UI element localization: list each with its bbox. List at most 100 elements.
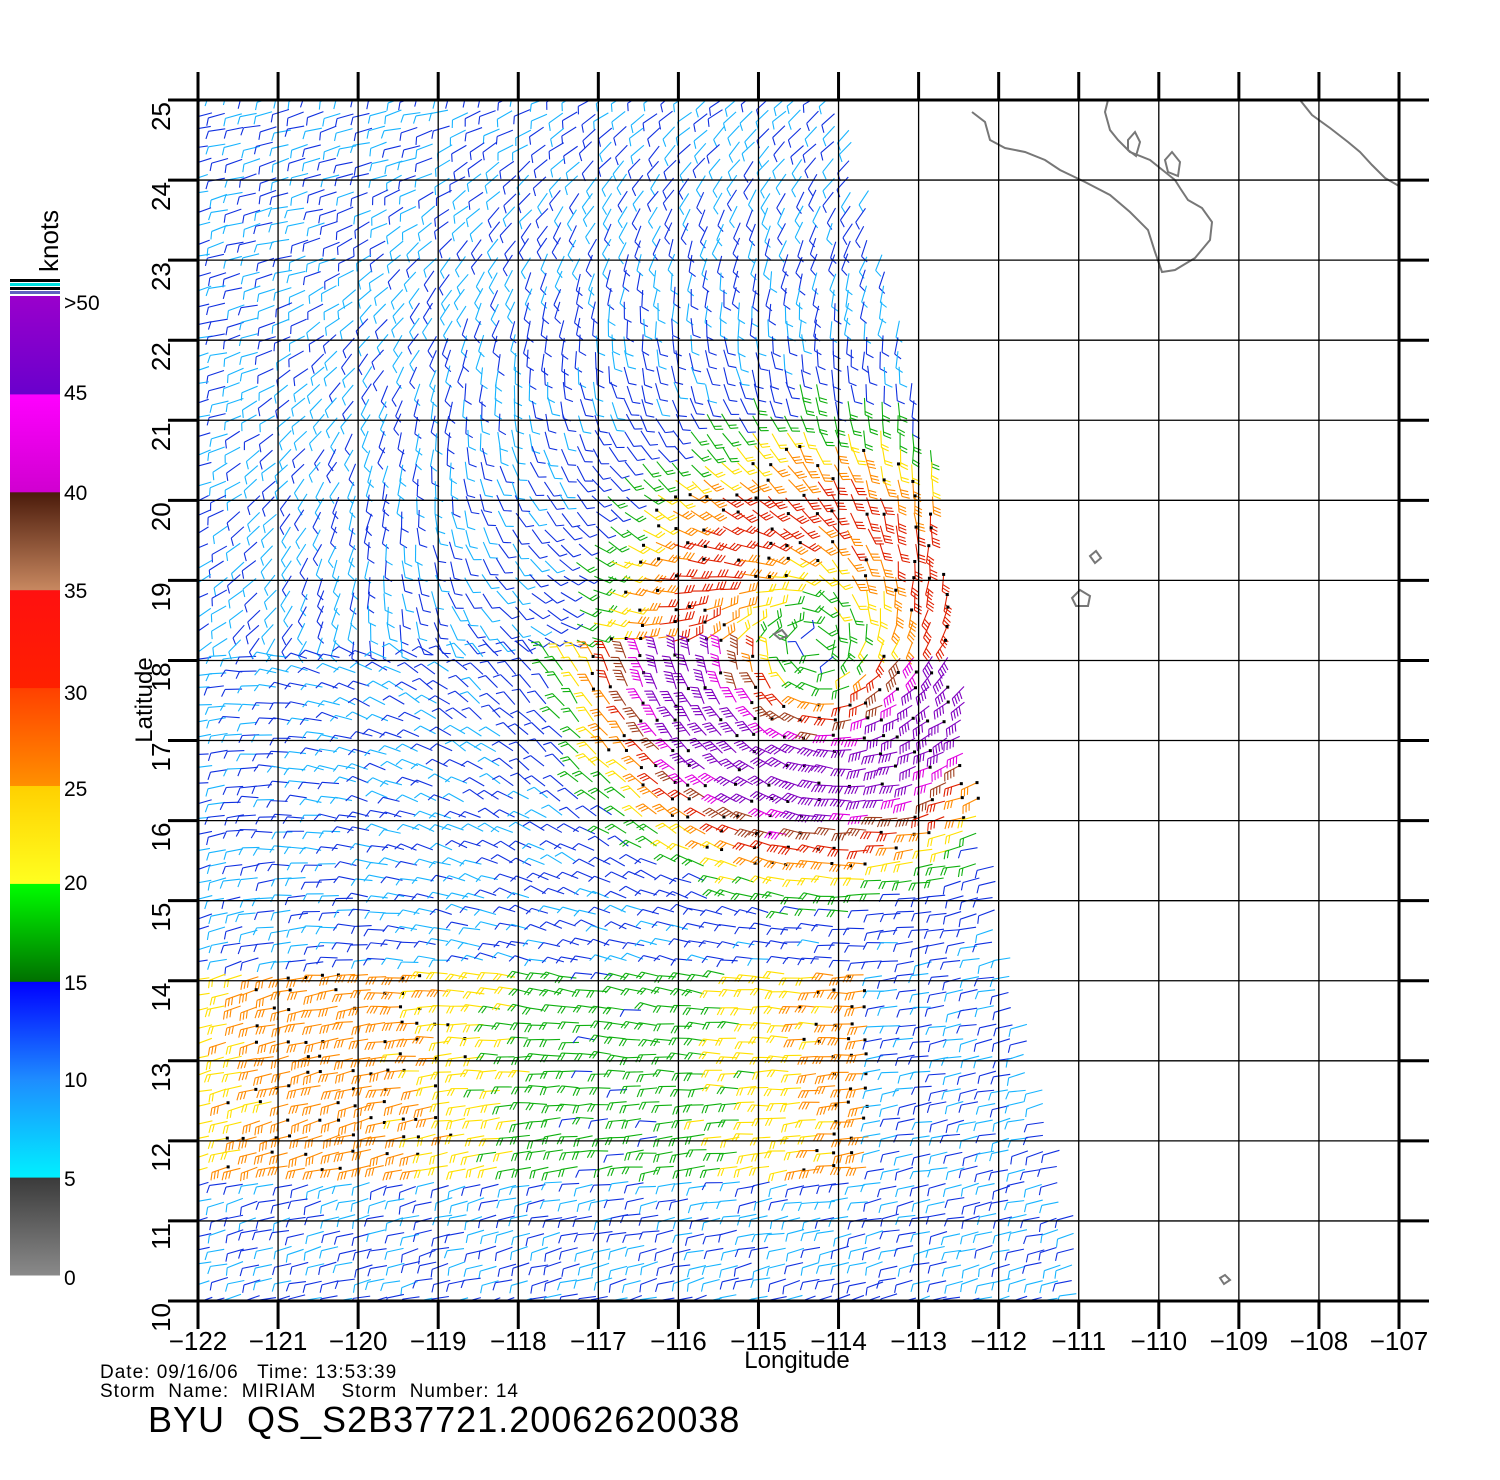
wind-barb: [751, 369, 764, 390]
wind-barb: [794, 1004, 817, 1014]
wind-barb: [850, 384, 863, 405]
wind-barb: [626, 496, 647, 510]
wind-barb: [470, 239, 482, 261]
wind-barb: [895, 1200, 914, 1215]
wind-barb: [655, 822, 677, 834]
wind-barb: [499, 465, 515, 484]
wind-barb: [816, 384, 828, 404]
wind-barb: [207, 1263, 228, 1275]
wind-barb: [653, 759, 675, 771]
wind-barb: [317, 700, 340, 708]
wind-barb: [339, 320, 354, 340]
wind-barb: [766, 927, 789, 936]
wind-barb: [735, 368, 750, 386]
wind-barb: [678, 178, 689, 200]
lat-tick-label: 13: [146, 1063, 176, 1092]
wind-barb: [1040, 1229, 1059, 1244]
wind-barb: [673, 381, 689, 400]
wind-barb: [490, 303, 499, 327]
wind-barb: [226, 511, 241, 531]
wind-barb: [764, 238, 772, 261]
wind-barb: [157, 1120, 176, 1131]
wind-barb: [522, 821, 545, 831]
wind-barb: [158, 1264, 177, 1275]
wind-barb: [527, 480, 545, 497]
wind-barb: [160, 545, 179, 556]
wind-barb: [465, 208, 481, 228]
wind-barb: [198, 432, 211, 438]
wind-barb: [699, 857, 722, 865]
wind-barb: [268, 1230, 290, 1241]
wind-barb: [350, 142, 370, 154]
wind-barb: [401, 593, 415, 613]
wind-barb: [624, 431, 642, 447]
wind-barb: [717, 1072, 738, 1082]
wind-barb: [323, 303, 340, 321]
wind-barb: [478, 110, 496, 125]
wind-barb: [950, 701, 965, 721]
wind-barb: [690, 318, 701, 339]
wind-barb: [305, 1263, 325, 1276]
wind-barb: [306, 189, 325, 204]
wind-barb: [683, 1021, 707, 1030]
wind-barb: [273, 336, 291, 352]
wind-barb: [508, 988, 531, 996]
wind-barb: [540, 286, 548, 309]
wind-barb: [204, 1005, 225, 1018]
wind-barb: [309, 398, 323, 419]
wind-barb: [577, 591, 600, 602]
wind-barb: [318, 830, 341, 839]
wind-barb: [206, 832, 225, 846]
wind-barb: [479, 625, 498, 641]
wind-barb: [283, 605, 293, 628]
wind-barb: [224, 176, 245, 188]
wind-barb: [452, 190, 466, 210]
wind-barb: [162, 801, 179, 815]
wind-barb: [157, 703, 176, 713]
wind-barb: [281, 526, 291, 549]
wind-barb: [673, 691, 692, 707]
wind-barb: [787, 336, 798, 357]
wind-barb: [689, 1217, 709, 1230]
wind-barb: [369, 159, 389, 172]
wind-barb: [578, 141, 593, 162]
wind-barb: [812, 703, 834, 712]
wind-barb: [788, 109, 801, 130]
wind-barb: [218, 715, 240, 724]
wind-barb: [662, 189, 675, 211]
wind-barb: [766, 844, 790, 853]
wind-barb: [492, 335, 500, 358]
lon-tick-label: −116: [650, 1326, 707, 1356]
wind-barb: [321, 81, 339, 93]
wind-barb: [745, 209, 753, 232]
wind-barb: [726, 174, 738, 197]
wind-barb: [796, 779, 821, 789]
wind-barb: [286, 1040, 308, 1054]
wind-barb: [222, 1005, 241, 1020]
wind-barb: [895, 1118, 915, 1131]
wind-barb: [815, 448, 833, 465]
wind-barb: [242, 285, 261, 300]
wind-barb: [862, 990, 884, 999]
wind-barb: [205, 333, 225, 345]
wind-barb: [795, 1149, 819, 1159]
wind-barb: [380, 1280, 401, 1292]
lon-tick-label: −109: [1210, 1326, 1269, 1356]
wind-barb: [1011, 1295, 1028, 1301]
colorbar-band: [10, 589, 60, 689]
wind-barb: [611, 334, 621, 356]
wind-barb: [464, 110, 481, 127]
wind-barb: [572, 1215, 593, 1228]
colorbar-band: [10, 883, 60, 982]
wind-barb: [239, 897, 260, 908]
wind-barb: [387, 269, 401, 290]
wind-barb: [198, 366, 210, 371]
wind-barb: [643, 100, 650, 112]
wind-barb: [205, 1056, 224, 1071]
wind-barb: [591, 398, 605, 418]
wind-barb: [865, 1295, 881, 1301]
wind-barb: [499, 626, 520, 640]
san-benedicto-island: [1088, 549, 1103, 565]
wind-barb: [768, 1184, 787, 1197]
colorbar-label: 40: [64, 482, 87, 505]
